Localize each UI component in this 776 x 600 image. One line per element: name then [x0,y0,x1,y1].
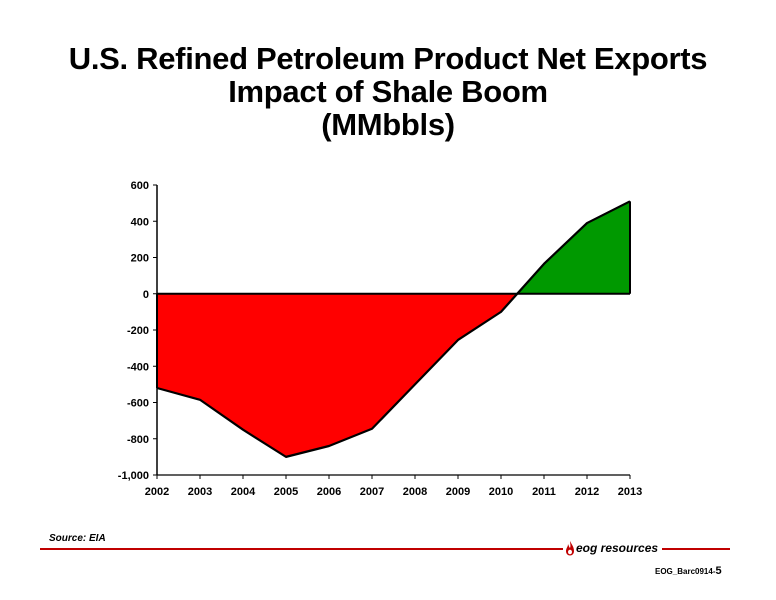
y-tick-label: 600 [131,180,149,192]
x-tick-label: 2010 [489,486,513,498]
x-tick-label: 2013 [618,486,642,498]
x-tick-label: 2011 [532,486,556,498]
source-note: Source: EIA [49,533,106,544]
y-tick-label: -1,000 [118,470,149,482]
y-tick-label: 200 [131,253,149,265]
flame-icon [566,541,574,556]
negative-area [157,293,518,457]
slide-number: 5 [715,565,722,577]
positive-area [517,201,630,294]
x-tick-label: 2005 [274,486,298,498]
footer-rule [40,548,730,550]
title-line-1: U.S. Refined Petroleum Product Net Expor… [68,41,708,76]
chart-title: U.S. Refined Petroleum Product Net Expor… [0,42,776,141]
slide-code: EOG_Barc0914- [655,567,716,576]
x-tick-label: 2012 [575,486,599,498]
y-tick-label: 0 [143,289,149,301]
x-tick-label: 2004 [231,486,256,498]
title-line-2: Impact of Shale Boom [228,74,548,109]
x-tick-label: 2006 [317,486,341,498]
title-line-3: (MMbbls) [321,107,455,142]
y-tick-label: 400 [131,216,149,228]
x-tick-label: 2008 [403,486,427,498]
logo-text: eog resources [576,541,659,555]
y-tick-label: -200 [127,325,149,337]
eog-logo: eog resources [563,538,663,558]
x-tick-label: 2007 [360,486,384,498]
y-tick-label: -400 [127,361,149,373]
x-tick-label: 2002 [145,486,169,498]
y-tick-label: -800 [127,434,149,446]
x-tick-label: 2009 [446,486,470,498]
y-tick-label: -600 [127,398,149,410]
x-tick-label: 2003 [188,486,212,498]
slide-id: EOG_Barc0914-5 [655,565,722,577]
series-line [156,200,631,458]
